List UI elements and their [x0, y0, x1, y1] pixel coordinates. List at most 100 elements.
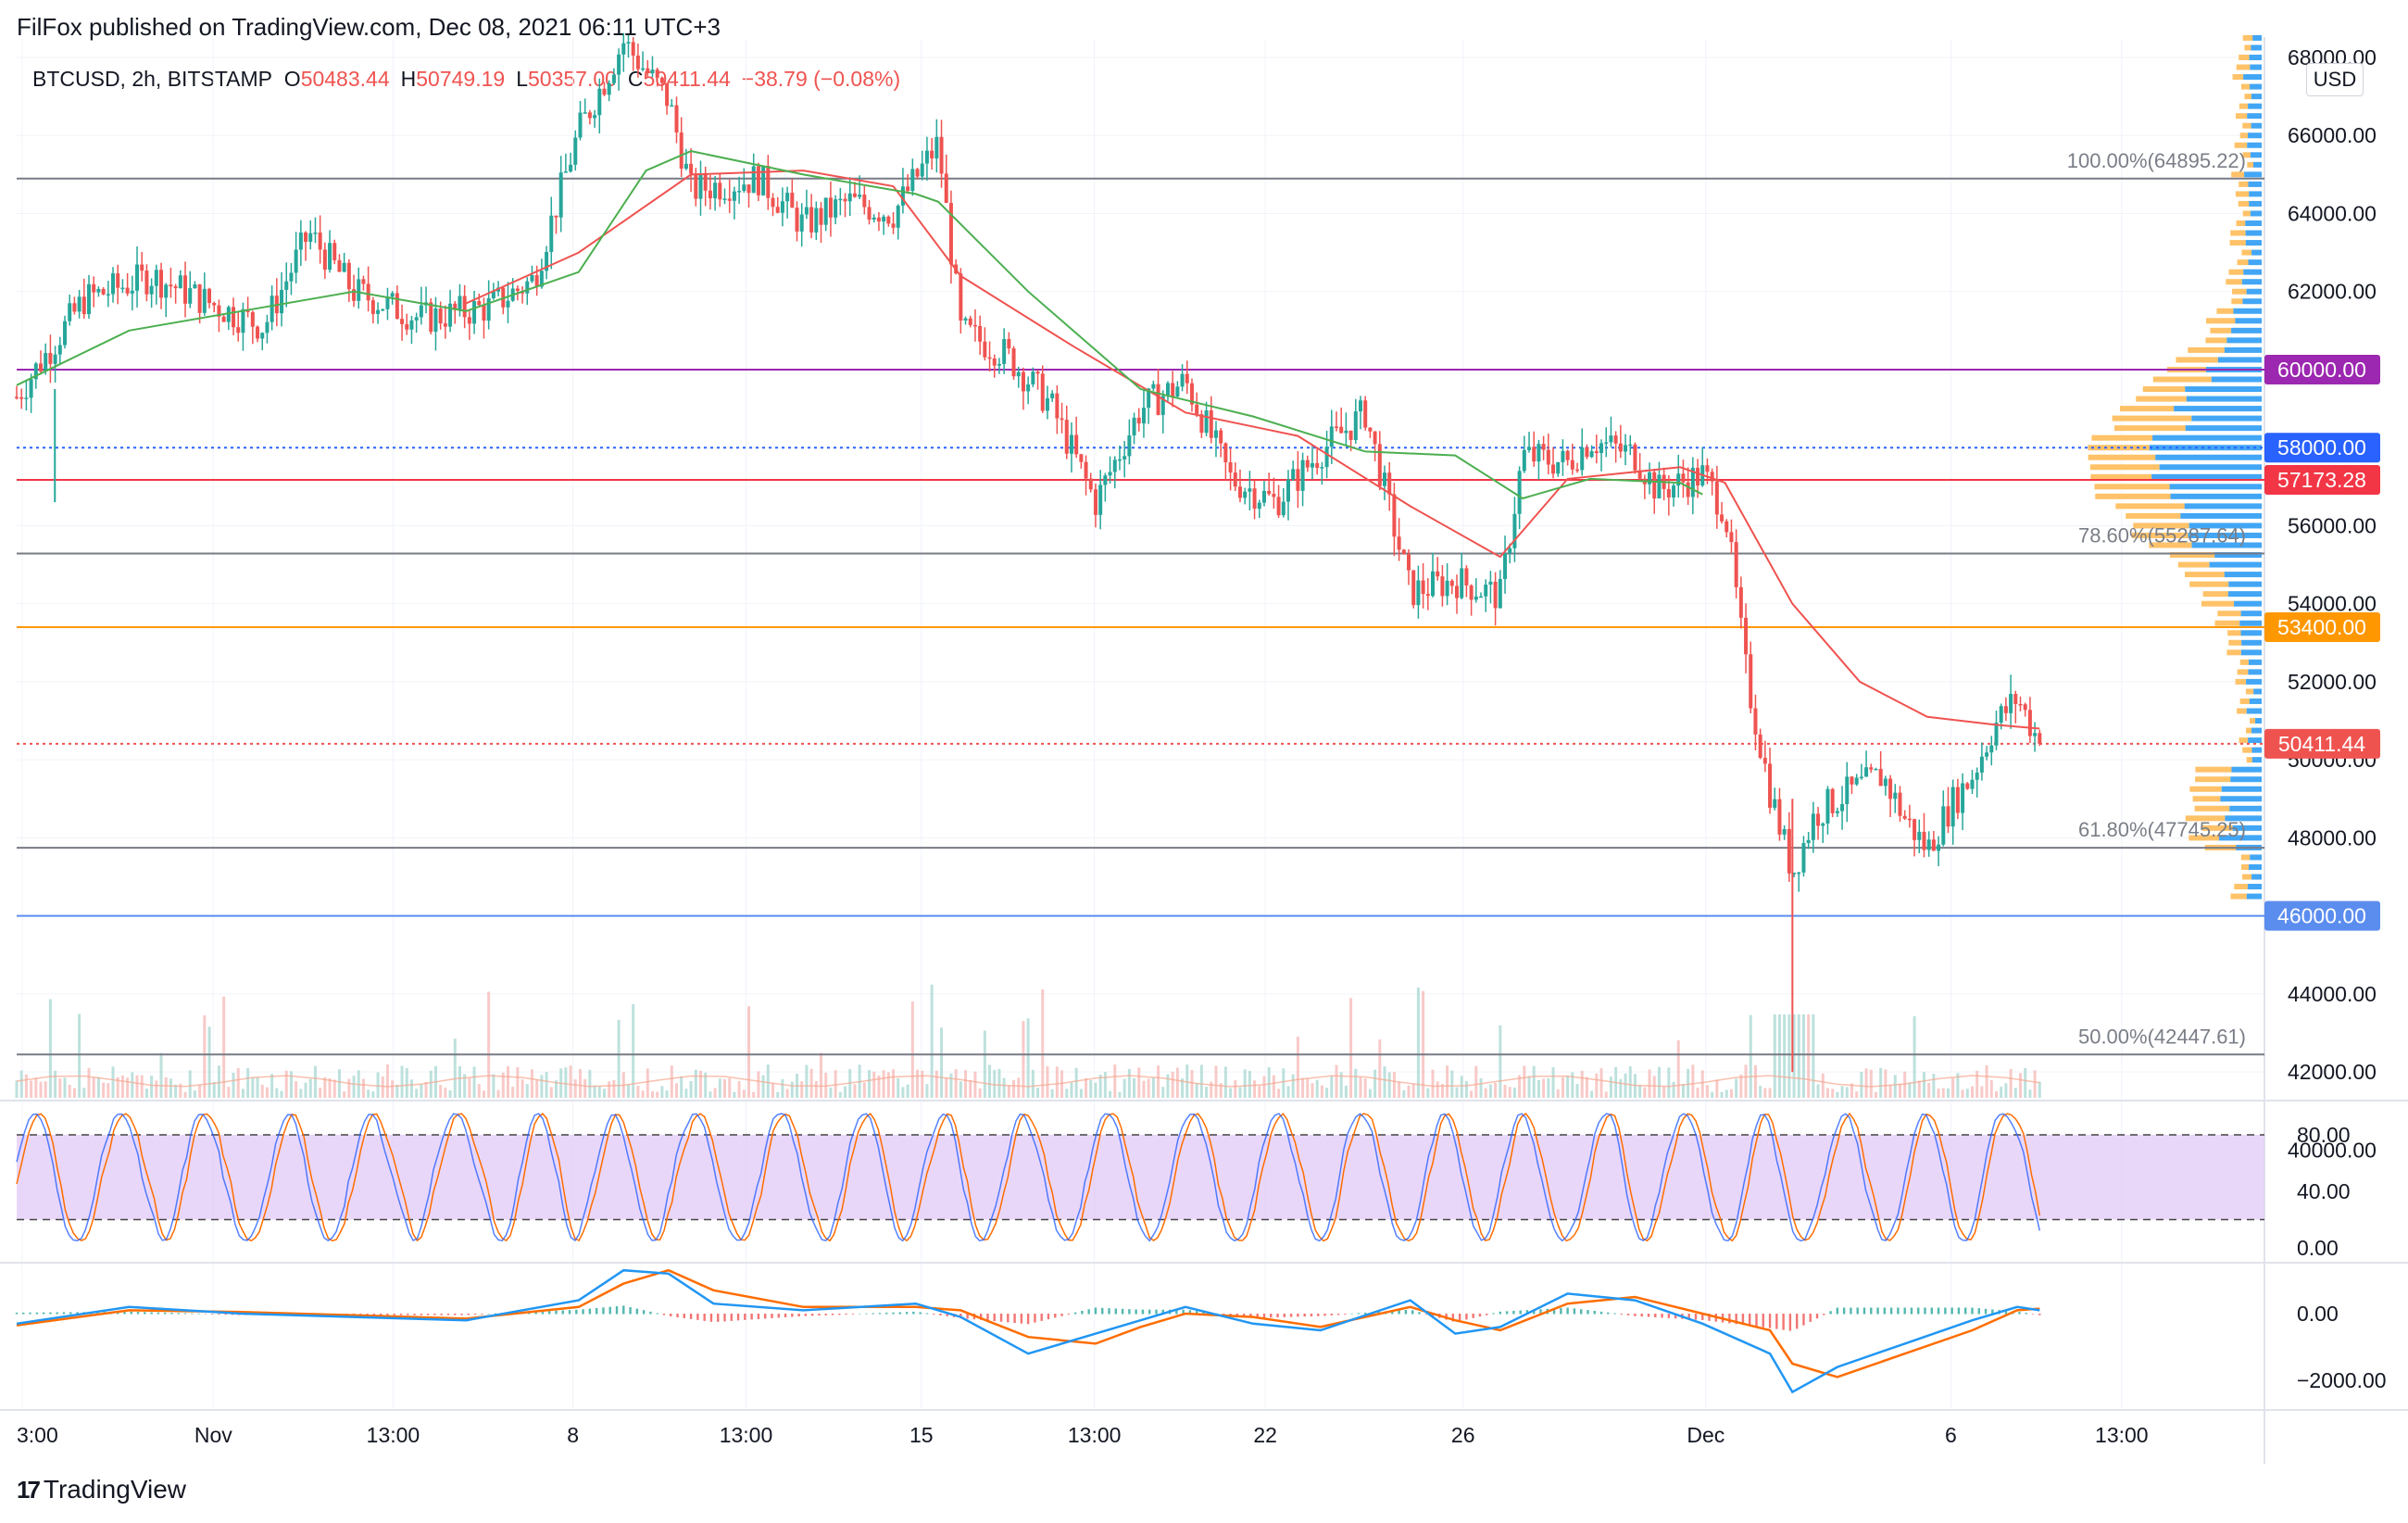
candle — [1874, 767, 1878, 771]
candle-body — [780, 201, 784, 213]
candle — [173, 283, 178, 304]
volume-bar — [959, 1081, 962, 1098]
macd-histogram-bar — [177, 1313, 180, 1315]
candle-body — [1045, 397, 1049, 411]
macd-histogram-bar — [1020, 1314, 1023, 1324]
macd-histogram-bar — [1289, 1314, 1293, 1317]
volume-bar — [665, 1090, 669, 1098]
volume-bar — [1643, 1087, 1647, 1098]
macd-histogram-bar — [69, 1312, 72, 1315]
tradingview-logo[interactable]: 17 TradingView — [17, 1475, 186, 1504]
volume-bar — [1599, 1068, 1603, 1098]
volume-bar — [978, 1088, 982, 1098]
candle — [1344, 412, 1348, 447]
macd-histogram-bar — [183, 1313, 187, 1315]
candle — [1002, 328, 1007, 374]
candle — [1580, 428, 1585, 476]
macd-histogram-bar — [1694, 1314, 1698, 1320]
candle — [650, 56, 655, 78]
volume-bar — [1773, 1014, 1776, 1098]
volume-profile-bar — [2234, 884, 2248, 890]
volume-bar — [135, 1075, 139, 1098]
volume-bar — [1561, 1076, 1564, 1098]
candle — [1315, 448, 1320, 475]
macd-histogram-bar — [1283, 1314, 1286, 1317]
candle-body — [318, 233, 322, 250]
volume-bar — [1065, 1089, 1069, 1098]
candle — [24, 380, 29, 411]
volume-profile-bar — [2149, 542, 2192, 548]
candle — [1604, 427, 1609, 458]
volume-bar — [280, 1090, 283, 1098]
macd-histogram-bar — [1256, 1314, 1259, 1318]
volume-bar — [54, 1070, 57, 1098]
candle-body — [1291, 469, 1296, 480]
volume-bar — [573, 1079, 577, 1098]
volume-bar — [882, 1070, 885, 1098]
candle-body — [732, 191, 736, 201]
candle-body — [1320, 467, 1324, 469]
candle-body — [33, 363, 38, 380]
volume-bar — [545, 1072, 548, 1098]
volume-bar — [169, 1078, 172, 1098]
volume-profile-bar — [2249, 191, 2262, 197]
macd-histogram-bar — [1101, 1307, 1104, 1315]
volume-bar — [1455, 1087, 1459, 1098]
candle — [1431, 552, 1436, 598]
candle-body — [1994, 723, 1999, 746]
candle-body — [48, 353, 53, 364]
volume-profile-bar — [2225, 815, 2262, 822]
candle — [1955, 778, 1960, 820]
macd-histogram-bar — [136, 1312, 140, 1315]
volume-bar — [1845, 1087, 1849, 1098]
candle-body — [1074, 434, 1079, 455]
currency-selector[interactable]: USD — [2306, 63, 2364, 96]
volume-bar — [650, 1090, 654, 1098]
candle-body — [1464, 568, 1469, 585]
volume-bar — [689, 1081, 693, 1098]
volume-bar — [1503, 1085, 1507, 1098]
volume-bar — [1696, 1088, 1699, 1098]
volume-bar — [680, 1076, 684, 1098]
candle — [467, 309, 471, 340]
candle-body — [322, 249, 327, 271]
candle — [1546, 434, 1550, 475]
macd-histogram-bar — [1073, 1312, 1077, 1315]
macd-histogram-bar — [831, 1314, 834, 1315]
candle-body — [1156, 384, 1160, 415]
candle-body — [626, 42, 631, 44]
macd-histogram-bar — [386, 1314, 389, 1315]
volume-bar — [1103, 1072, 1107, 1098]
volume-bar — [1253, 1080, 1257, 1098]
volume-profile-bar — [2091, 434, 2153, 441]
volume-bar — [1031, 1069, 1035, 1098]
volume-bar — [1768, 1088, 1772, 1098]
volume-profile-bar — [2191, 542, 2262, 548]
candle-body — [183, 275, 188, 304]
volume-bar — [241, 1089, 245, 1098]
volume-bar — [1267, 1066, 1271, 1098]
volume-bar — [964, 1070, 968, 1098]
volume-bar — [472, 1066, 476, 1098]
volume-bar — [82, 1088, 86, 1098]
candle — [63, 315, 68, 349]
candle — [1859, 763, 1863, 780]
candle-body — [718, 183, 722, 200]
time-tick-label: 8 — [567, 1423, 579, 1447]
candle — [602, 82, 607, 96]
candle-body — [1686, 482, 1690, 497]
macd-histogram-bar — [1977, 1308, 1980, 1315]
volume-bar — [1175, 1067, 1179, 1098]
volume-bar — [1927, 1082, 1931, 1098]
candle-body — [2009, 694, 2013, 713]
volume-bar — [752, 1091, 756, 1098]
candle-body — [472, 301, 477, 324]
macd-histogram-bar — [1566, 1307, 1569, 1315]
candle-body — [1060, 418, 1064, 421]
candle — [280, 271, 284, 327]
time-tick-label: 3:00 — [17, 1423, 58, 1447]
volume-profile-bar — [2253, 688, 2262, 695]
candle-body — [1585, 447, 1589, 458]
volume-bar — [626, 1084, 630, 1098]
